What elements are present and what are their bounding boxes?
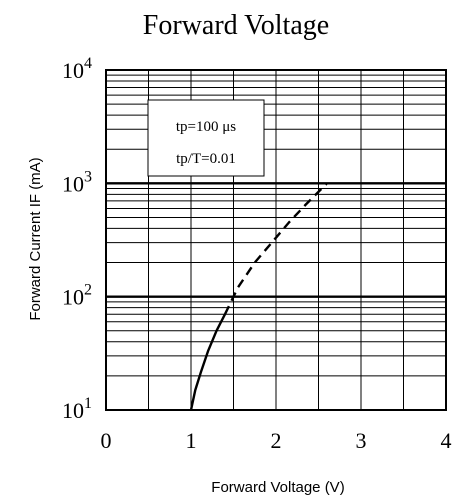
y-tick-label: 102 — [62, 282, 92, 310]
y-tick-label: 103 — [62, 168, 92, 196]
y-tick-base: 10 — [62, 398, 84, 423]
x-tick-label: 4 — [441, 428, 452, 453]
y-axis-label: Forward Current IF (mA) — [27, 157, 44, 320]
plot-grid — [106, 70, 446, 410]
y-tick-exponent: 4 — [84, 55, 92, 72]
y-tick-label: 101 — [62, 395, 92, 423]
annotation-box: tp=100 μs tp/T=0.01 — [147, 99, 265, 177]
y-tick-exponent: 2 — [84, 282, 92, 299]
annotation-box-frame — [147, 99, 265, 177]
y-tick-base: 10 — [62, 285, 84, 310]
y-tick-base: 10 — [62, 171, 84, 196]
forward-curve-solid — [189, 313, 227, 411]
x-axis-label: Forward Voltage (V) — [211, 479, 344, 496]
annotation-pulse-width: tp=100 μs — [176, 119, 236, 135]
x-tick-label: 1 — [186, 428, 197, 453]
forward-curve-dashed — [223, 182, 328, 315]
plot-curves — [189, 182, 328, 411]
plot-frame — [105, 69, 447, 411]
x-tick-label: 0 — [101, 428, 112, 453]
chart-title: Forward Voltage — [143, 10, 329, 41]
y-tick-base: 10 — [62, 58, 84, 83]
x-tick-label: 2 — [271, 428, 282, 453]
y-tick-exponent: 3 — [84, 168, 92, 185]
x-tick-label: 3 — [356, 428, 367, 453]
y-tick-label: 104 — [62, 55, 92, 83]
annotation-duty-cycle: tp/T=0.01 — [176, 151, 236, 167]
y-tick-exponent: 1 — [84, 395, 92, 412]
